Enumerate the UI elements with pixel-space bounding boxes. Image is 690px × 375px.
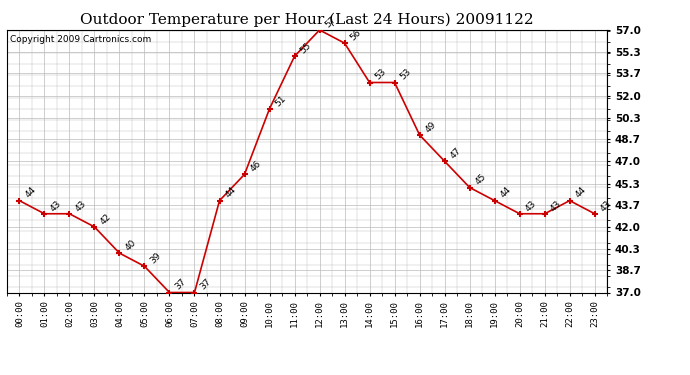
Text: 39: 39 bbox=[148, 251, 163, 266]
Text: 55: 55 bbox=[299, 41, 313, 56]
Text: 37: 37 bbox=[174, 277, 188, 292]
Text: 37: 37 bbox=[199, 277, 213, 292]
Text: 43: 43 bbox=[599, 199, 613, 213]
Text: Copyright 2009 Cartronics.com: Copyright 2009 Cartronics.com bbox=[10, 35, 151, 44]
Text: 49: 49 bbox=[424, 120, 438, 134]
Text: 44: 44 bbox=[499, 186, 513, 200]
Text: 44: 44 bbox=[23, 186, 38, 200]
Text: 43: 43 bbox=[48, 199, 63, 213]
Text: 47: 47 bbox=[448, 146, 463, 160]
Text: 46: 46 bbox=[248, 159, 263, 174]
Text: 42: 42 bbox=[99, 212, 113, 226]
Text: 40: 40 bbox=[124, 238, 138, 252]
Text: 53: 53 bbox=[399, 67, 413, 82]
Text: 53: 53 bbox=[374, 67, 388, 82]
Text: 44: 44 bbox=[224, 186, 238, 200]
Text: 57: 57 bbox=[324, 15, 338, 29]
Text: 44: 44 bbox=[574, 186, 588, 200]
Text: 56: 56 bbox=[348, 28, 363, 42]
Text: 43: 43 bbox=[524, 199, 538, 213]
Text: 45: 45 bbox=[474, 172, 489, 187]
Title: Outdoor Temperature per Hour (Last 24 Hours) 20091122: Outdoor Temperature per Hour (Last 24 Ho… bbox=[80, 13, 534, 27]
Text: 51: 51 bbox=[274, 93, 288, 108]
Text: 43: 43 bbox=[74, 199, 88, 213]
Text: 43: 43 bbox=[549, 199, 563, 213]
